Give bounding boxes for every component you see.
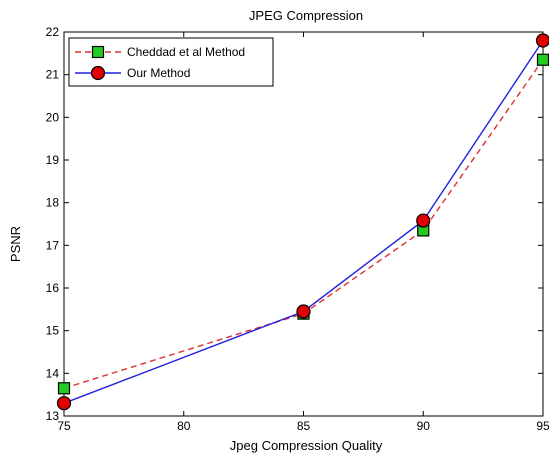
y-tick-label: 19 (46, 153, 60, 167)
y-tick-label: 17 (46, 238, 60, 252)
x-tick-label: 95 (536, 419, 549, 433)
y-axis-label: PSNR (8, 226, 23, 262)
y-tick-label: 18 (46, 196, 60, 210)
series-1-point (538, 54, 549, 65)
y-tick-label: 13 (46, 409, 60, 423)
series-2-point (537, 34, 549, 47)
x-tick-label: 85 (297, 419, 311, 433)
legend-marker-2 (92, 67, 105, 80)
series-line-2 (64, 41, 543, 404)
series-1-point (59, 383, 70, 394)
y-tick-label: 22 (46, 25, 60, 39)
legend: Cheddad et al Method Our Method (69, 38, 273, 86)
series-line-1 (64, 60, 543, 389)
y-tick-label: 20 (46, 110, 60, 124)
y-tick-label: 15 (46, 324, 60, 338)
legend-label-2: Our Method (127, 66, 190, 80)
y-tick-label: 14 (46, 366, 60, 380)
series-2-point (297, 305, 310, 318)
y-tick-label: 16 (46, 281, 60, 295)
chart-title: JPEG Compression (249, 8, 363, 23)
x-tick-label: 90 (417, 419, 431, 433)
legend-marker-1 (93, 47, 104, 58)
y-tick-label: 21 (46, 68, 60, 82)
legend-label-1: Cheddad et al Method (127, 45, 245, 59)
x-tick-label: 75 (57, 419, 71, 433)
series-2-point (417, 214, 430, 227)
x-axis-label: Jpeg Compression Quality (230, 438, 383, 453)
series-2-point (58, 397, 71, 410)
axes-box (64, 32, 543, 416)
x-tick-label: 80 (177, 419, 191, 433)
